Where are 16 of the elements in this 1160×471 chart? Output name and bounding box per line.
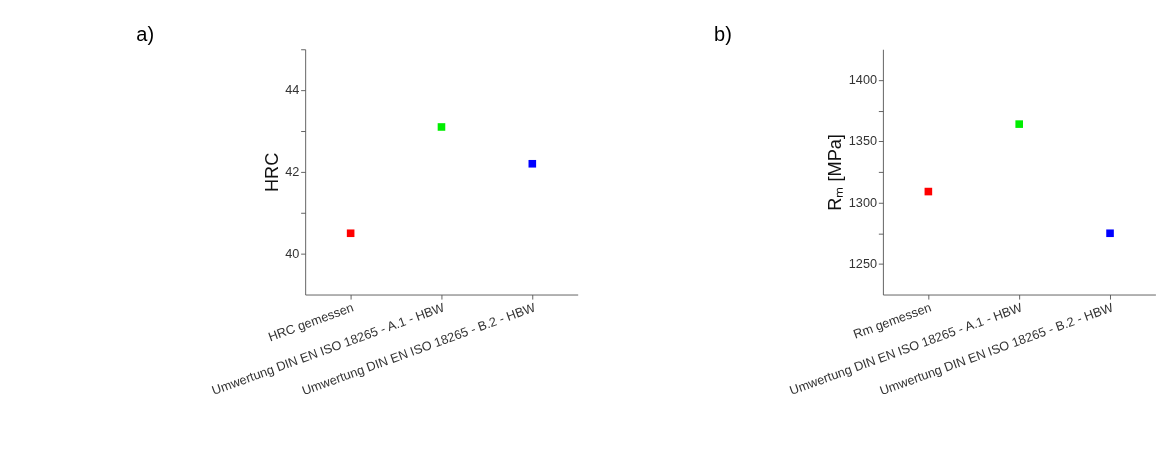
point [437, 123, 446, 131]
text: a) [136, 22, 155, 45]
y-tick-label: 42 [285, 164, 300, 180]
y-tick-label: 1400 [848, 72, 878, 88]
point [346, 229, 355, 238]
y-axis-title: HRC [261, 152, 282, 193]
text: b) [714, 23, 732, 46]
y-tick-label: 40 [285, 245, 300, 261]
point [528, 159, 537, 168]
y-tick-label: 1300 [848, 194, 878, 210]
y-axis-title: Rₘ [MPa] [825, 134, 846, 211]
y-tick-label: 1250 [848, 256, 878, 271]
y-tick-label: 1350 [848, 133, 878, 149]
point [1015, 120, 1023, 128]
point [1106, 229, 1114, 238]
y-tick-label: 44 [285, 82, 300, 98]
